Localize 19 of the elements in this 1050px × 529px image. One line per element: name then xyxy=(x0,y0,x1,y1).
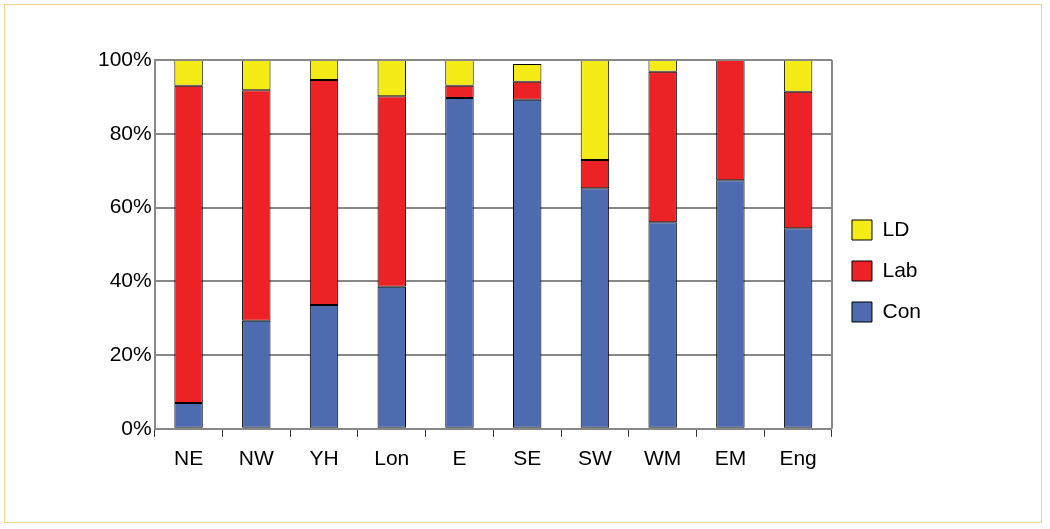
y-tick-label: 0% xyxy=(121,415,152,439)
x-tick-label: WM xyxy=(644,446,682,470)
x-tick-label: SW xyxy=(578,446,613,470)
y-tick-label: 100% xyxy=(97,46,152,70)
x-tick-label: EM xyxy=(714,446,747,470)
y-tick-label: 40% xyxy=(109,268,152,292)
x-tick-label: NW xyxy=(238,446,274,470)
x-tick-label: Lon xyxy=(374,446,410,470)
y-tick-label: 80% xyxy=(109,120,152,144)
x-tick-label: SE xyxy=(513,446,542,470)
y-tick-label: 60% xyxy=(109,194,152,218)
x-tick-label: NE xyxy=(173,446,204,470)
x-tick-label: E xyxy=(452,446,467,470)
legend-label: Con xyxy=(882,298,922,322)
legend-label: Lab xyxy=(882,257,918,281)
y-tick-label: 20% xyxy=(109,341,152,365)
legend-label: LD xyxy=(882,216,910,240)
x-tick-label: YH xyxy=(309,446,339,470)
x-tick-label: Eng xyxy=(779,446,817,470)
